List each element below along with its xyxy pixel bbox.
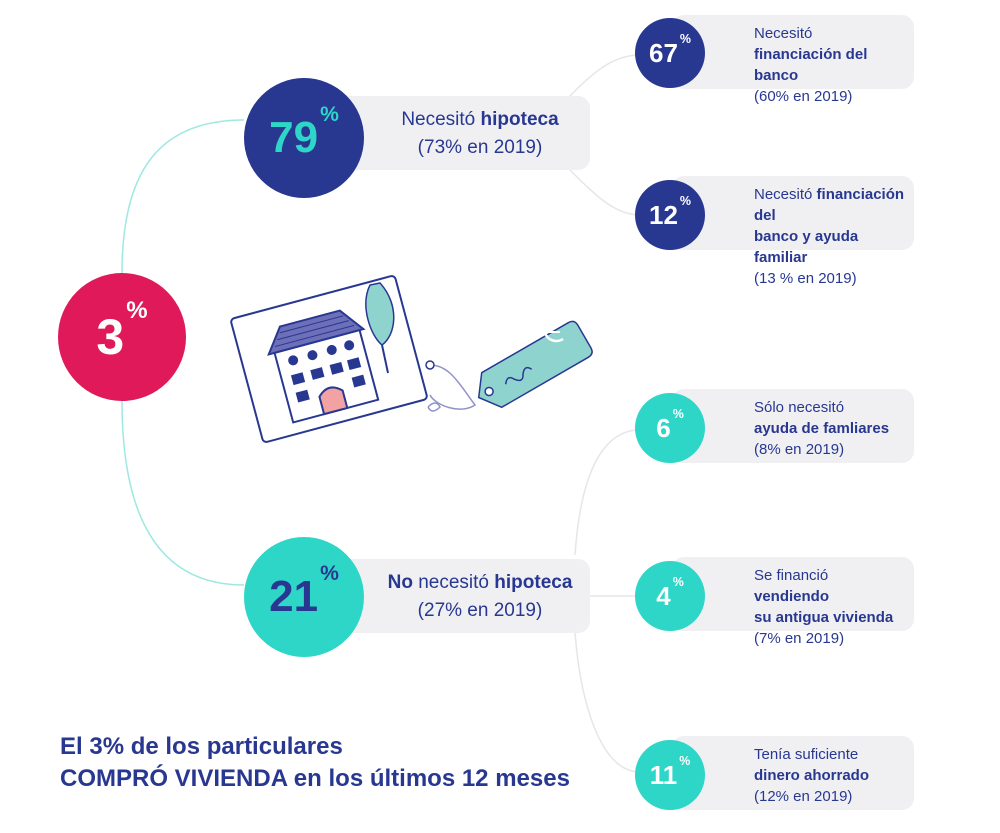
leaf-11-card: Tenía suficiente dinero ahorrado (12% en… [672, 736, 914, 810]
leaf-11-line2: dinero ahorrado [754, 767, 870, 784]
leaf-6-card: Sólo necesitó ayuda de famliares (8% en … [672, 389, 914, 463]
leaf-6-line2: ayuda de famliares [754, 420, 890, 437]
branch-no-hipoteca-unit: % [320, 562, 339, 586]
branch-hipoteca-value: 79 [269, 113, 319, 162]
leaf-67-unit: % [679, 32, 691, 47]
leaf-12-line3: (13 % en 2019) [754, 270, 857, 287]
link-21-6 [574, 429, 641, 556]
root-unit: % [126, 296, 148, 324]
leaf-12-value: 12 [648, 200, 678, 230]
link-79-12 [569, 169, 641, 216]
leaf-4-value: 4 [656, 581, 671, 611]
leaf-67-line2: financiación del banco [754, 46, 868, 84]
leaf-67-line1: Necesitó [754, 25, 813, 42]
branch-no-hipoteca-label: necesitó [412, 572, 495, 593]
leaf-12-unit: % [679, 194, 691, 209]
root-percent-circle: 3% [58, 273, 186, 401]
leaf-67-line3: (60% en 2019) [754, 88, 853, 105]
branch-no-hipoteca-label-bold: hipoteca [494, 572, 573, 593]
branch-no-hipoteca-card: No necesitó hipoteca (27% en 2019) [330, 559, 590, 633]
branch-no-hipoteca-no: No [387, 572, 413, 593]
euro-icon [543, 315, 564, 343]
leaf-6-value: 6 [656, 413, 671, 443]
branch-hipoteca-card: Necesitó hipoteca (73% en 2019) [330, 96, 590, 170]
leaf-12-circle: 12% [635, 180, 705, 250]
leaf-6-circle: 6% [635, 393, 705, 463]
leaf-67-circle: 67% [635, 18, 705, 88]
leaf-6-line3: (8% en 2019) [754, 441, 845, 458]
house-card-illustration [230, 275, 593, 443]
leaf-67-value: 67 [648, 38, 678, 68]
leaf-11-value: 11 [649, 760, 678, 790]
leaf-4-unit: % [672, 575, 684, 590]
footer-caption: El 3% de los particulares COMPRÓ VIVIEND… [60, 731, 620, 795]
leaf-12-line1-bold: financiación del [754, 186, 905, 224]
leaf-67-card: Necesitó financiación del banco (60% en … [672, 15, 914, 105]
leaf-11-line3: (12% en 2019) [754, 788, 853, 805]
branch-no-hipoteca-sub: (27% en 2019) [417, 600, 543, 621]
branch-hipoteca-circle: 79% [244, 78, 364, 198]
leaf-11-circle: 11% [635, 740, 705, 810]
leaf-11-line1: Tenía suficiente [754, 746, 859, 763]
link-79-67 [569, 54, 641, 97]
tree-icon [365, 282, 395, 374]
leaf-4-line1: Se financió [754, 567, 829, 584]
leaf-4-line2: su antigua vivienda [754, 609, 894, 626]
leaf-4-line1-bold: vendiendo [754, 588, 830, 605]
leaf-4-line3: (7% en 2019) [754, 630, 845, 647]
branch-hipoteca-unit: % [320, 103, 339, 127]
branch-hipoteca-sub: (73% en 2019) [417, 137, 543, 158]
link-root-21 [121, 400, 245, 586]
leaf-4-card: Se financió vendiendo su antigua viviend… [672, 557, 914, 647]
footer-line2-bold: COMPRÓ VIVIENDA [60, 765, 288, 792]
root-value: 3 [96, 309, 125, 365]
price-tag-icon [425, 315, 593, 412]
link-root-79 [121, 119, 245, 274]
footer-line2-rest: en los últimos 12 meses [287, 765, 570, 792]
leaf-12-line2: banco y ayuda familiar [754, 228, 859, 266]
leaf-6-unit: % [672, 407, 684, 422]
leaf-11-unit: % [679, 754, 691, 769]
branch-no-hipoteca-value: 21 [269, 572, 319, 621]
leaf-4-circle: 4% [635, 561, 705, 631]
branch-hipoteca-label-bold: hipoteca [480, 109, 559, 130]
house-icon [230, 275, 428, 443]
branch-no-hipoteca-circle: 21% [244, 537, 364, 657]
branch-hipoteca-label: Necesitó [401, 109, 481, 130]
footer-line1: El 3% de los particulares [60, 733, 343, 760]
link-21-11 [574, 631, 641, 773]
leaf-12-line1: Necesitó [754, 186, 817, 203]
leaf-12-card: Necesitó financiación del banco y ayuda … [672, 176, 914, 287]
leaf-6-line1: Sólo necesitó [754, 399, 845, 416]
